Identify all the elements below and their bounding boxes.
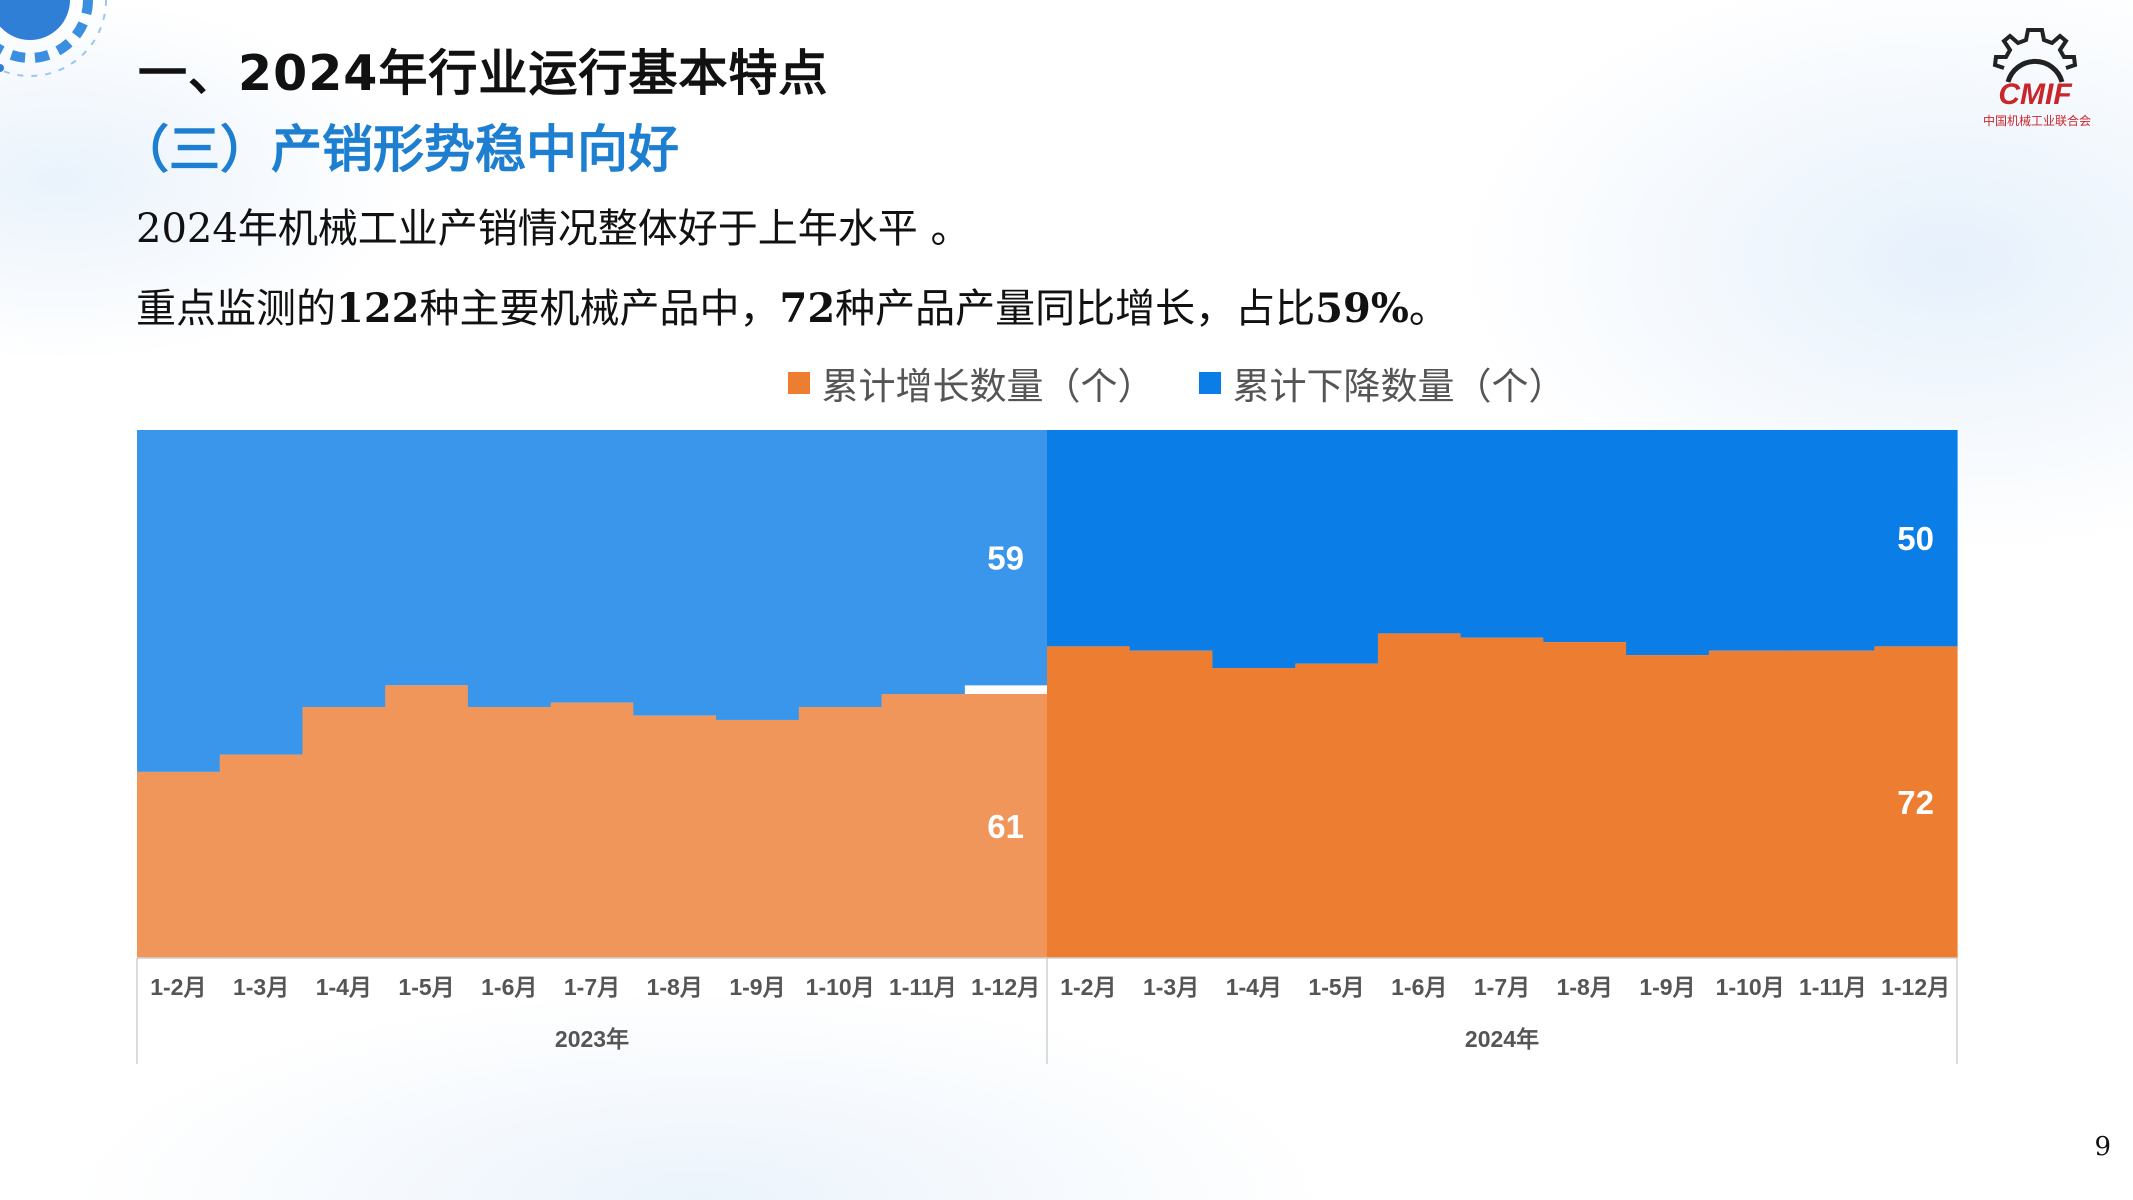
data-label-decrease-21: 50 <box>1897 520 1934 557</box>
summary-text-b: 种主要机械产品中， <box>419 286 780 332</box>
bar-increase-0 <box>137 771 221 958</box>
legend-item-decrease: 累计下降数量（个） <box>1198 356 1566 410</box>
bar-increase-2 <box>302 706 386 958</box>
bar-decrease-7 <box>716 430 800 720</box>
bar-increase-20 <box>1791 650 1875 958</box>
bar-decrease-6 <box>633 430 717 716</box>
legend-swatch-increase <box>787 372 810 394</box>
x-tick-label-1: 1-3月 <box>233 974 289 1000</box>
bar-increase-16 <box>1460 637 1544 958</box>
x-tick-label-8: 1-10月 <box>806 974 875 1000</box>
logo-caption: 中国机械工业联合会 <box>1982 114 2091 128</box>
x-tick-label-18: 1-9月 <box>1639 974 1695 1000</box>
page-title: 一、2024年行业运行基本特点 <box>138 45 829 102</box>
data-label-increase-21: 72 <box>1897 784 1934 821</box>
bar-increase-1 <box>219 754 304 958</box>
bar-decrease-16 <box>1460 430 1544 638</box>
bar-decrease-13 <box>1212 430 1296 669</box>
bar-decrease-10 <box>964 430 1048 686</box>
x-tick-label-19: 1-10月 <box>1716 974 1785 1000</box>
bar-decrease-12 <box>1129 430 1214 651</box>
bar-increase-13 <box>1212 668 1296 958</box>
x-tick-label-7: 1-9月 <box>729 974 785 1000</box>
summary-text-a: 重点监测的 <box>136 286 336 332</box>
x-tick-label-2: 1-4月 <box>316 974 372 1000</box>
gear-logo-icon <box>1992 28 2078 83</box>
x-tick-label-14: 1-5月 <box>1308 974 1364 1000</box>
x-tick-label-0: 1-2月 <box>150 974 206 1000</box>
bar-decrease-19 <box>1708 430 1793 651</box>
summary-share: 59% <box>1315 285 1409 332</box>
x-tick-label-10: 1-12月 <box>971 974 1040 1000</box>
x-tick-label-6: 1-8月 <box>647 974 703 1000</box>
x-tick-label-21: 1-12月 <box>1881 974 1950 1000</box>
logo-text: CMIF <box>1998 78 2072 111</box>
x-tick-label-15: 1-6月 <box>1391 974 1447 1000</box>
summary-line-2: 重点监测的122种主要机械产品中，72种产品产量同比增长，占比59%。 <box>136 276 1449 334</box>
bar-decrease-0 <box>137 430 221 772</box>
x-group-label-1: 2024年 <box>1465 1026 1539 1052</box>
x-tick-label-11: 1-2月 <box>1060 974 1116 1000</box>
bar-decrease-18 <box>1626 430 1710 656</box>
x-tick-label-13: 1-4月 <box>1226 974 1282 1000</box>
bar-increase-4 <box>467 706 552 958</box>
section-subtitle: （三）产销形势稳中向好 <box>118 121 680 180</box>
summary-text-c: 种产品产量同比增长，占比 <box>835 286 1316 332</box>
bar-decrease-21 <box>1874 430 1958 647</box>
x-tick-label-20: 1-11月 <box>1799 974 1867 1000</box>
bar-increase-9 <box>881 694 965 958</box>
bar-decrease-2 <box>302 430 386 707</box>
bar-increase-8 <box>798 706 883 958</box>
legend-label-increase: 累计增长数量（个） <box>821 365 1155 408</box>
x-tick-label-3: 1-5月 <box>398 974 454 1000</box>
bar-decrease-1 <box>219 430 304 755</box>
legend-item-increase: 累计增长数量（个） <box>787 356 1155 410</box>
bar-increase-18 <box>1626 655 1710 958</box>
legend-swatch-decrease <box>1198 372 1221 394</box>
bar-decrease-14 <box>1295 430 1379 664</box>
bar-increase-21 <box>1874 646 1958 958</box>
bar-increase-10 <box>964 694 1048 958</box>
bar-decrease-20 <box>1791 430 1875 651</box>
x-tick-label-17: 1-8月 <box>1557 974 1613 1000</box>
summary-line-1-text: 2024年机械工业产销情况整体好于上年水平 。 <box>136 206 971 252</box>
bar-decrease-3 <box>385 430 469 686</box>
chart-legend: 累计增长数量（个） 累计下降数量（个） <box>0 356 2133 410</box>
bar-decrease-15 <box>1377 430 1462 634</box>
bar-decrease-8 <box>798 430 883 707</box>
summary-growth-count: 72 <box>779 285 836 332</box>
x-tick-label-4: 1-6月 <box>481 974 537 1000</box>
bar-decrease-9 <box>881 430 965 694</box>
summary-text-d: 。 <box>1408 286 1449 332</box>
bar-increase-7 <box>716 719 800 958</box>
bar-increase-11 <box>1047 646 1131 958</box>
page-number: 9 <box>2094 1132 2111 1162</box>
bar-increase-12 <box>1129 650 1214 958</box>
bar-decrease-11 <box>1047 430 1131 647</box>
legend-label-decrease: 累计下降数量（个） <box>1232 365 1566 408</box>
x-tick-label-16: 1-7月 <box>1474 974 1530 1000</box>
bar-decrease-5 <box>550 430 634 703</box>
data-label-decrease-10: 59 <box>987 540 1024 577</box>
summary-line-1: 2024年机械工业产销情况整体好于上年水平 。 <box>136 196 971 254</box>
gear-decoration-icon <box>0 0 107 77</box>
x-tick-label-12: 1-3月 <box>1143 974 1199 1000</box>
bar-increase-19 <box>1708 650 1793 958</box>
x-group-label-0: 2023年 <box>555 1026 629 1052</box>
bar-increase-6 <box>633 715 717 958</box>
bar-increase-17 <box>1543 642 1627 958</box>
summary-total-count: 122 <box>336 285 420 332</box>
bar-increase-15 <box>1377 633 1462 958</box>
x-tick-label-5: 1-7月 <box>564 974 620 1000</box>
bar-increase-5 <box>550 702 634 958</box>
bar-decrease-4 <box>467 430 552 707</box>
bar-increase-14 <box>1295 663 1379 958</box>
x-tick-label-9: 1-11月 <box>889 974 957 1000</box>
bar-decrease-17 <box>1543 430 1627 643</box>
data-label-increase-10: 61 <box>987 808 1024 845</box>
bar-increase-3 <box>385 685 469 958</box>
cmif-logo: CMIF <box>1992 28 2078 111</box>
